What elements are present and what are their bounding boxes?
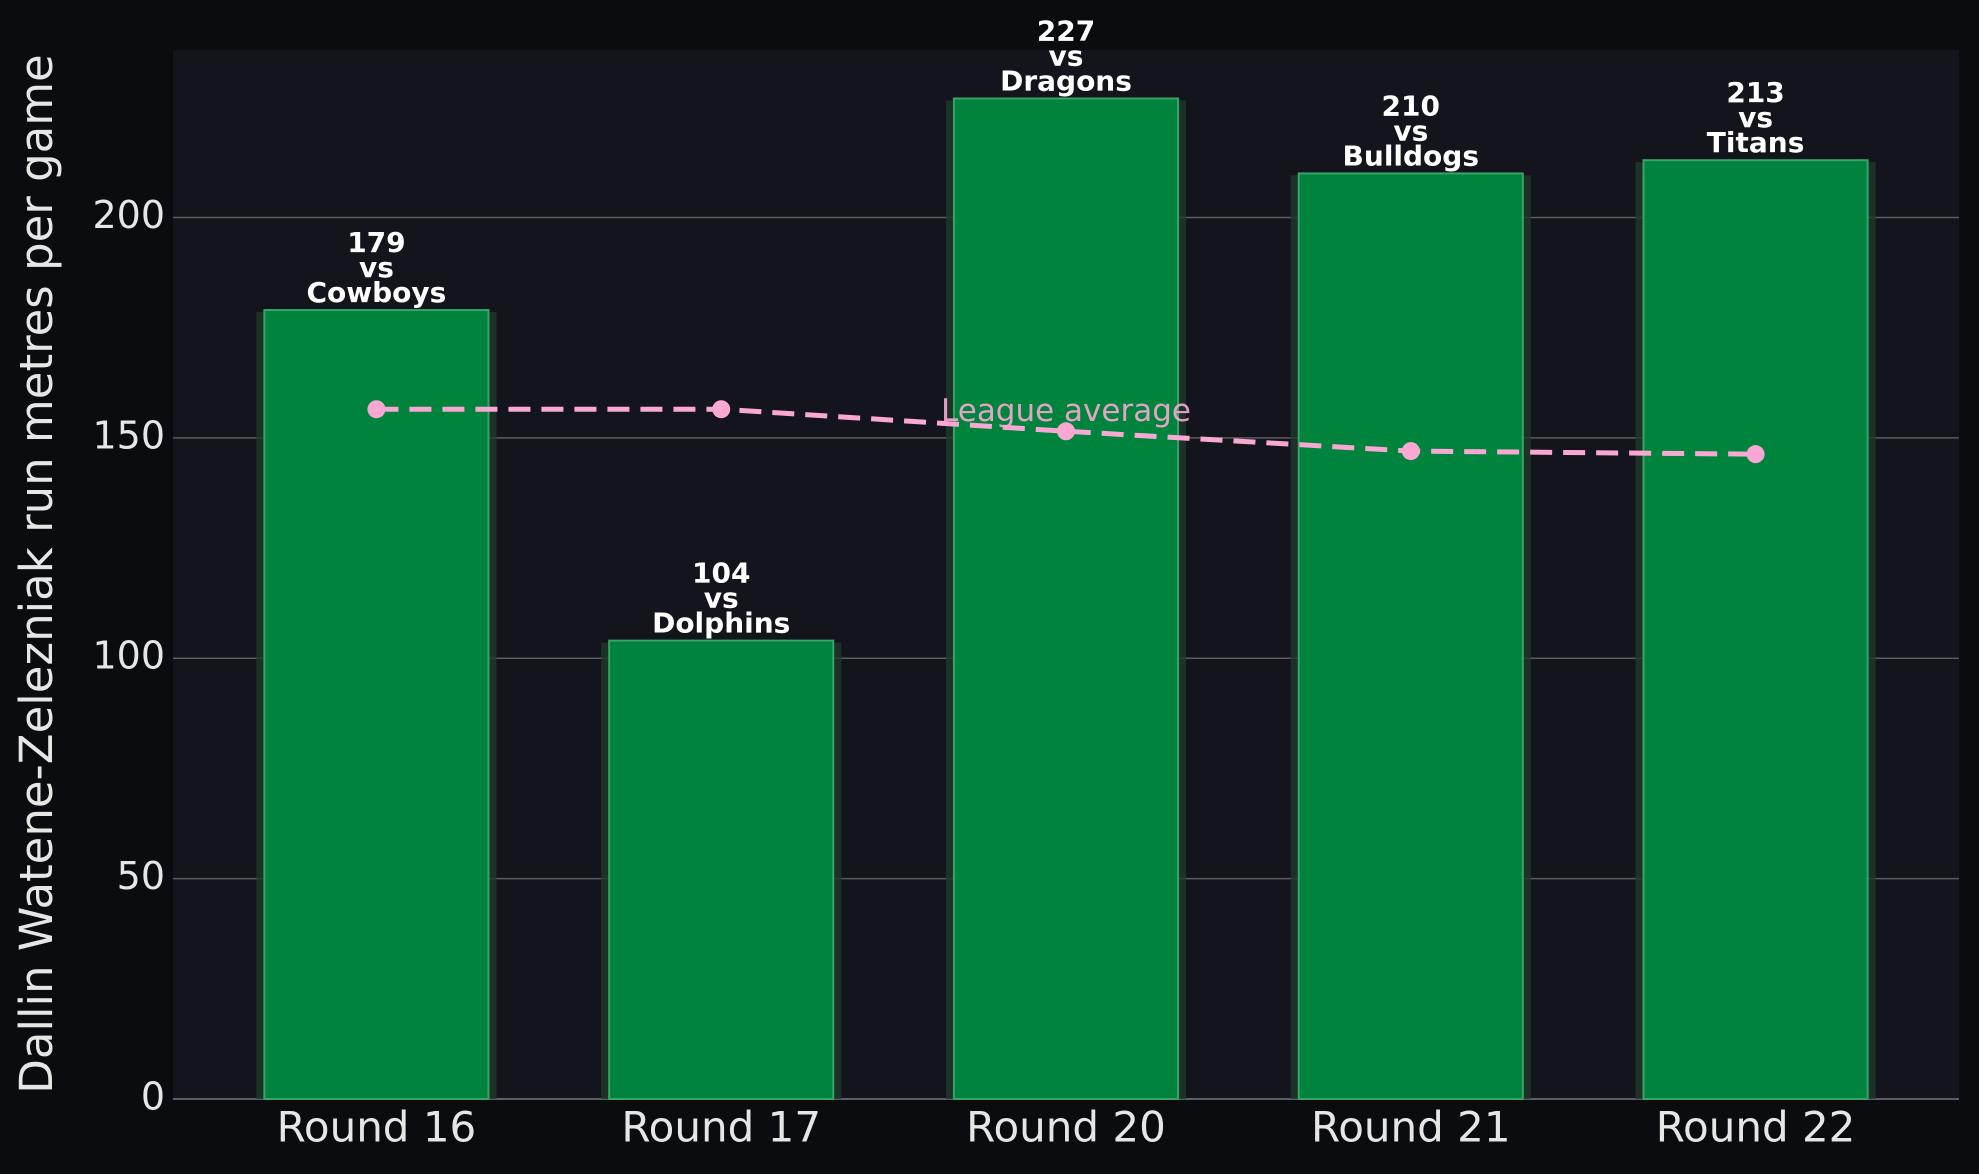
y-axis-label: Dallin Watene-Zelezniak run metres per g…	[10, 54, 63, 1093]
bar	[1642, 159, 1869, 1100]
y-tick-label: 150	[92, 413, 165, 457]
x-tick-label: Round 16	[277, 1103, 477, 1152]
data-label: 210	[1382, 89, 1440, 122]
data-label-opponent: Bulldogs	[1343, 139, 1479, 172]
data-label-opponent: Titans	[1707, 126, 1805, 159]
y-tick-label: 50	[117, 854, 165, 898]
average-point	[367, 400, 386, 419]
data-label: 179	[347, 226, 405, 259]
bar	[1297, 172, 1524, 1101]
y-tick-label: 100	[92, 634, 165, 678]
x-tick-label: Round 17	[621, 1103, 821, 1152]
data-label-opponent: Cowboys	[306, 276, 446, 309]
average-point	[1057, 422, 1075, 441]
data-label: 104	[692, 557, 750, 590]
data-label-connector: vs	[359, 251, 394, 284]
average-point	[1746, 445, 1765, 464]
x-tick-label: Round 22	[1656, 1103, 1856, 1152]
average-point	[1401, 442, 1420, 461]
bar	[263, 309, 490, 1100]
x-tick-label: Round 21	[1311, 1103, 1511, 1152]
bar	[952, 97, 1180, 1100]
data-label-opponent: Dragons	[1000, 64, 1132, 97]
bar	[608, 639, 835, 1101]
y-tick-label: 200	[92, 193, 165, 237]
data-label-connector: vs	[1738, 101, 1773, 134]
average-label: League average	[941, 393, 1191, 429]
y-tick-label: 0	[141, 1075, 165, 1119]
x-tick-label: Round 20	[966, 1103, 1166, 1152]
data-label: 227	[1037, 14, 1095, 47]
data-label-connector: vs	[704, 582, 739, 615]
data-label: 213	[1726, 76, 1784, 109]
data-label-connector: vs	[1393, 114, 1428, 147]
data-label-connector: vs	[1049, 39, 1084, 72]
average-point	[712, 400, 731, 419]
data-label-opponent: Dolphins	[652, 607, 790, 640]
